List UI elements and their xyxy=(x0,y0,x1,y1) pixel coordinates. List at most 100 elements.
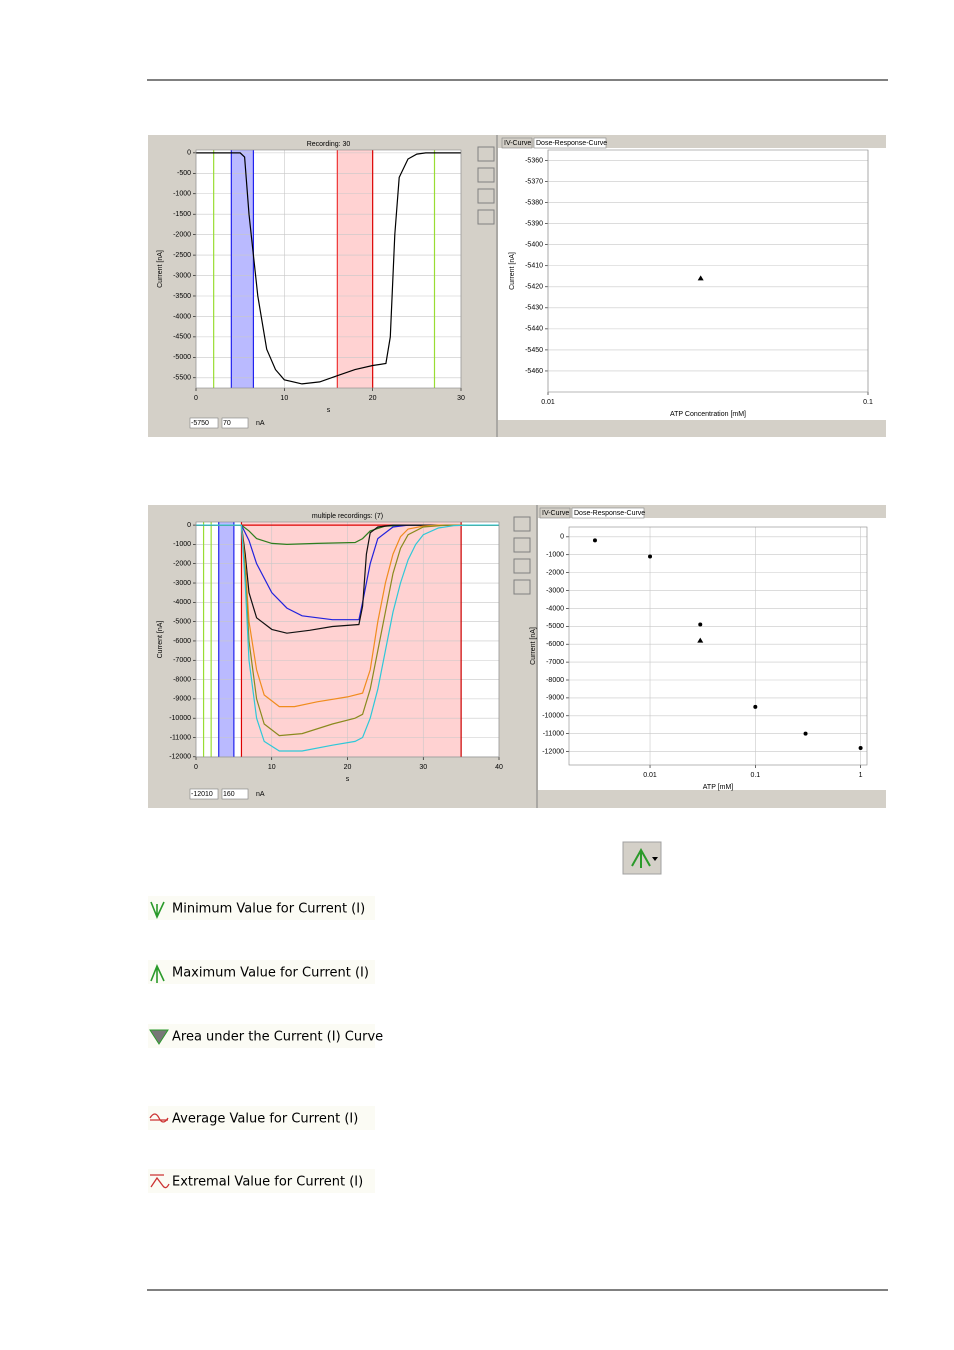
y-tick-label: -5440 xyxy=(525,326,543,333)
x-tick-label: 0.01 xyxy=(643,772,657,779)
ymax-input[interactable] xyxy=(221,417,249,429)
y-tick-label: -2000 xyxy=(173,231,191,238)
y-tick-label: -5360 xyxy=(525,157,543,164)
y-tick-label: -5000 xyxy=(173,354,191,361)
x-axis-label: s xyxy=(327,407,331,414)
y-tick-label: -2000 xyxy=(173,561,191,568)
ymax-value: 160 xyxy=(223,791,235,798)
analysis-button[interactable] xyxy=(622,841,662,875)
y-tick-label: -7000 xyxy=(546,659,564,666)
tab-label[interactable]: IV-Curve xyxy=(504,140,531,147)
y-tick-label: -5420 xyxy=(525,284,543,291)
y-tick-label: -7000 xyxy=(173,657,191,664)
zoom-button[interactable] xyxy=(477,146,495,162)
y-axis-label: Current [nA] xyxy=(530,627,537,665)
y-tick-label: -500 xyxy=(177,170,191,177)
plot-border xyxy=(547,149,869,393)
menu-item[interactable]: Minimum Value for Current (I) xyxy=(172,902,365,917)
ymin-value: -12010 xyxy=(191,791,213,798)
y-tick-label: -8000 xyxy=(546,677,564,684)
x-tick-label: 0.01 xyxy=(541,399,555,406)
cursor-button[interactable] xyxy=(477,188,495,204)
chart-title: multiple recordings: (7) xyxy=(312,513,383,520)
extremal-icon xyxy=(150,1174,170,1189)
y-tick-label: -5390 xyxy=(525,220,543,227)
x-axis-label: s xyxy=(346,776,350,783)
tab[interactable] xyxy=(571,507,645,519)
plot-area xyxy=(548,150,868,392)
y-tick-label: -5000 xyxy=(546,623,564,630)
ymin-input[interactable] xyxy=(189,417,219,429)
min-icon xyxy=(150,901,165,920)
tab-label[interactable]: IV-Curve xyxy=(542,510,569,517)
y-tick-label: -6000 xyxy=(173,638,191,645)
tab[interactable] xyxy=(533,137,607,149)
x-tick-label: 10 xyxy=(280,395,288,402)
plot-border xyxy=(195,521,500,758)
fit-button[interactable] xyxy=(477,167,495,183)
zoom-button[interactable] xyxy=(513,516,531,532)
ymax-value: 70 xyxy=(223,420,231,427)
ymin-input[interactable] xyxy=(189,788,219,800)
y-tick-label: -5430 xyxy=(525,305,543,312)
trace-line xyxy=(196,524,499,737)
cursor-button[interactable] xyxy=(513,558,531,574)
y-tick-label: -3500 xyxy=(173,293,191,300)
menu-item[interactable]: Area under the Current (I) Curve xyxy=(172,1030,383,1045)
y-axis-label: Current [nA] xyxy=(157,621,164,659)
x-tick-label: 20 xyxy=(344,764,352,771)
y-tick-label: -9000 xyxy=(546,695,564,702)
average-icon xyxy=(149,1113,169,1123)
x-tick-label: 40 xyxy=(495,764,503,771)
y-tick-label: 0 xyxy=(187,522,191,529)
x-tick-label: 10 xyxy=(268,764,276,771)
y-tick-label: -4000 xyxy=(173,313,191,320)
y-tick-label: -12000 xyxy=(542,748,564,755)
menu-item[interactable]: Extremal Value for Current (I) xyxy=(172,1175,363,1190)
y-tick-label: -1000 xyxy=(173,541,191,548)
y-tick-label: -2000 xyxy=(546,569,564,576)
y-tick-label: -5460 xyxy=(525,368,543,375)
x-axis-label: ATP Concentration [mM] xyxy=(670,411,746,418)
y-tick-label: -9000 xyxy=(173,696,191,703)
tab[interactable] xyxy=(501,137,533,149)
unit-label: nA xyxy=(256,420,265,427)
y-tick-label: -1000 xyxy=(173,191,191,198)
bars-button[interactable] xyxy=(513,579,531,595)
region xyxy=(218,522,234,757)
y-tick-label: -11000 xyxy=(170,734,191,741)
point xyxy=(648,554,653,559)
tab-label[interactable]: Dose-Response-Curve xyxy=(536,140,607,147)
y-tick-label: -3000 xyxy=(173,580,191,587)
menu-item-bg xyxy=(148,1024,375,1048)
tab-label[interactable]: Dose-Response-Curve xyxy=(574,510,645,517)
point xyxy=(858,746,863,750)
menu-item-bg xyxy=(148,1106,375,1130)
y-tick-label: 0 xyxy=(187,150,191,157)
bars-button[interactable] xyxy=(477,209,495,225)
x-tick-label: 0.1 xyxy=(863,399,873,406)
y-tick-label: -3000 xyxy=(546,587,564,594)
tab[interactable] xyxy=(539,507,571,519)
plot-area xyxy=(196,150,461,388)
y-tick-label: -12000 xyxy=(169,754,191,761)
fit-button[interactable] xyxy=(513,537,531,553)
y-axis-label: Current [nA] xyxy=(509,252,516,290)
menu: Minimum Value for Current (I) Maximum Va… xyxy=(148,896,383,1193)
x-tick-label: 30 xyxy=(457,395,465,402)
x-tick-label: 0.1 xyxy=(750,772,760,779)
region xyxy=(231,150,254,388)
region xyxy=(337,150,373,388)
x-tick-label: 30 xyxy=(419,764,427,771)
menu-item[interactable]: Maximum Value for Current (I) xyxy=(172,966,369,981)
y-tick-label: -5000 xyxy=(173,618,191,625)
y-tick-label: 0 xyxy=(560,534,564,541)
y-axis-label: Current [nA] xyxy=(157,250,164,288)
menu-item[interactable]: Average Value for Current (I) xyxy=(172,1112,358,1127)
point xyxy=(753,704,758,709)
x-tick-label: 20 xyxy=(369,395,377,402)
ymax-input[interactable] xyxy=(221,788,249,800)
y-tick-label: -5410 xyxy=(525,263,543,270)
trace-line xyxy=(196,524,499,708)
plot-area xyxy=(569,527,867,765)
